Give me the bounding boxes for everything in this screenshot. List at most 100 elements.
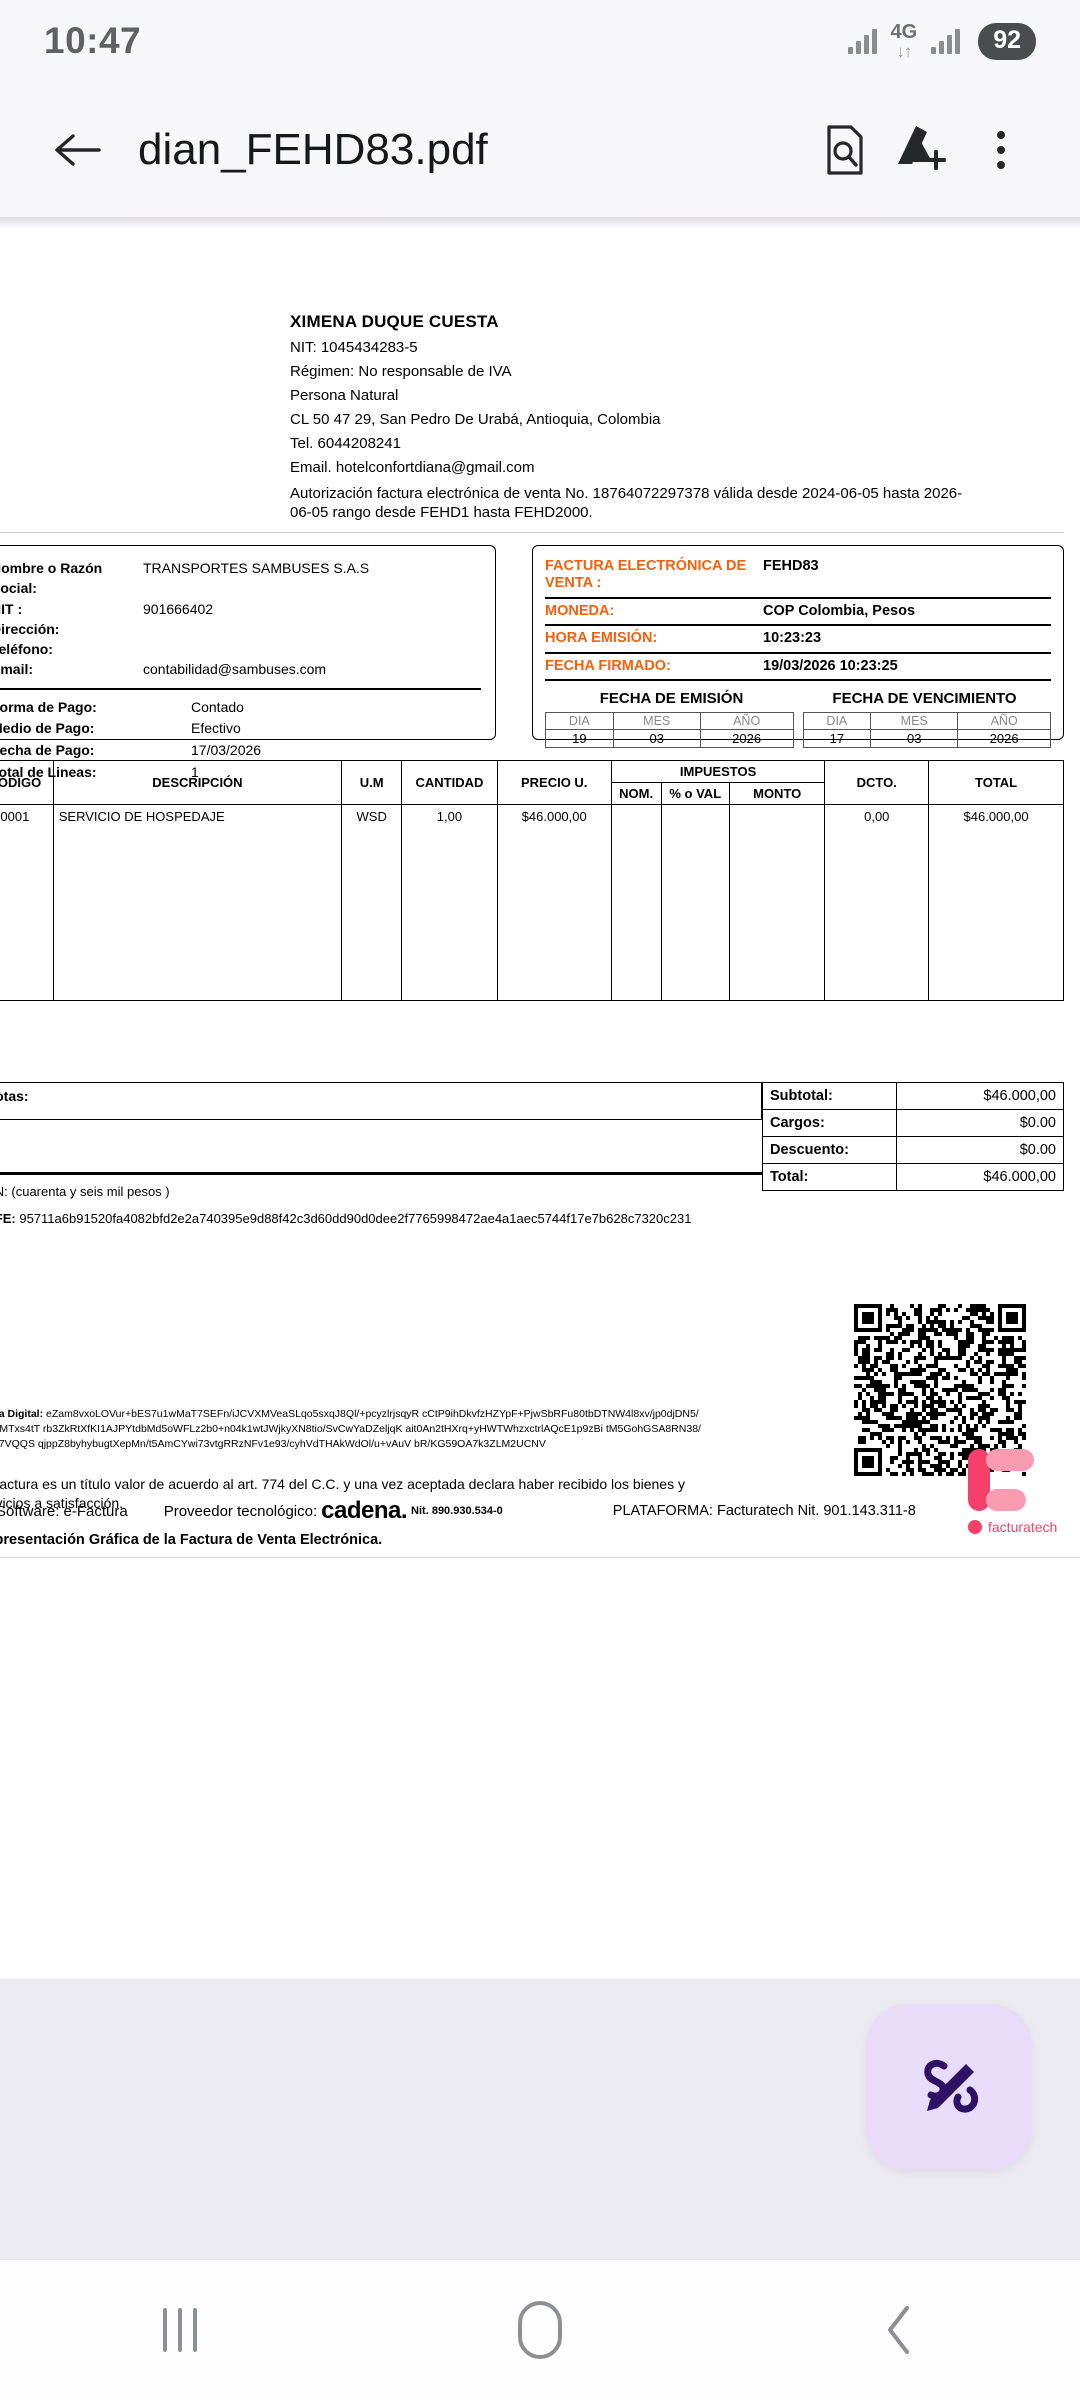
- th-precio: PRECIO U.: [496, 760, 612, 805]
- cell-nom: [610, 804, 662, 1001]
- field-label: Teléfono:: [0, 641, 53, 658]
- field-value: contabilidad@sambuses.com: [143, 661, 327, 678]
- field-value: 901666402: [143, 600, 214, 617]
- legal-note: La factura es un título valor de acuerdo…: [0, 1475, 685, 1511]
- recents-icon[interactable]: [105, 2260, 255, 2400]
- issuer-persona: Persona Natural: [290, 387, 399, 404]
- issuer-email: Email. hotelconfortdiana@gmail.com: [290, 459, 535, 476]
- table-header-row: CÓDIGO DESCRIPCIÓN U.M CANTIDAD PRECIO U…: [0, 760, 1064, 805]
- signature-label: Firma Digital:: [0, 1408, 44, 1420]
- facturatech-dot-icon: [968, 1520, 982, 1534]
- issuer-block: XIMENA DUQUE CUESTA NIT: 1045434283-5 Ré…: [290, 312, 990, 523]
- invoice-field: MONEDA: COP Colombia, Pesos: [545, 599, 1051, 627]
- customer-row: Teléfono:: [0, 639, 481, 659]
- notes-box: Notas:: [0, 1082, 762, 1120]
- field-label: Medio de Pago:: [0, 720, 95, 737]
- date-tables: DIA MES AÑO 19 03 2026 DIA M: [545, 711, 1051, 748]
- th-cantidad: CANTIDAD: [401, 760, 498, 805]
- field-value: [143, 619, 481, 639]
- facturatech-wordmark: facturatech: [968, 1519, 1057, 1535]
- emission-date-table: DIA MES AÑO 19 03 2026: [545, 711, 794, 748]
- home-icon[interactable]: [465, 2260, 615, 2400]
- payment-row: Medio de Pago: Efectivo: [0, 718, 481, 740]
- field-label: Forma de Pago:: [0, 698, 97, 715]
- nav-back-icon[interactable]: [825, 2260, 975, 2400]
- page-title: dian_FEHD83.pdf: [138, 124, 488, 174]
- network-4g-icon: 4G ↓↑: [890, 21, 918, 61]
- th-descripcion: DESCRIPCIÓN: [52, 760, 343, 805]
- status-icons: 4G ↓↑ 92: [847, 21, 1036, 61]
- graphic-representation-note: Representación Gráfica de la Factura de …: [0, 1532, 383, 1549]
- notes-column: Notas: SON: (cuarenta y seis mil pesos )…: [0, 1082, 762, 1228]
- app-bar: dian_FEHD83.pdf: [0, 82, 1080, 217]
- footer-provider-label: Proveedor tecnológico:: [163, 1502, 318, 1520]
- issuer-address: CL 50 47 29, San Pedro De Urabá, Antioqu…: [290, 411, 661, 428]
- cell-um: WSD: [341, 804, 403, 1001]
- field-label: FACTURA ELECTRÓNICA DE VENTA :: [545, 558, 747, 592]
- facturatech-mark-icon: [968, 1449, 1034, 1511]
- col-mes: MES: [870, 711, 959, 730]
- card-divider: [0, 687, 481, 690]
- col-dia: DIA: [545, 711, 614, 730]
- facturatech-text: facturatech: [988, 1519, 1058, 1535]
- emission-dia: 19: [545, 728, 614, 748]
- footer-divider: [0, 1557, 1080, 1558]
- signature-pen-icon[interactable]: [866, 2004, 1032, 2170]
- th-impuestos: IMPUESTOS: [610, 760, 826, 783]
- battery-icon: 92: [978, 22, 1036, 60]
- due-date-table: DIA MES AÑO 17 03 2026: [802, 711, 1051, 748]
- field-value: TRANSPORTES SAMBUSES S.A.S: [143, 560, 370, 576]
- due-ano: 2026: [957, 728, 1051, 748]
- field-value: Efectivo: [191, 720, 241, 737]
- invoice-field: FECHA FIRMADO: 19/03/2026 10:23:25: [545, 654, 1051, 681]
- signature-block: Firma Digital: eZam8vxoLOVur+bES7u1wMaT7…: [0, 1407, 706, 1551]
- pdf-page: XIMENA DUQUE CUESTA NIT: 1045434283-5 Ré…: [0, 227, 1080, 1979]
- document-footer: Software: e-Factura Proveedor tecnológic…: [0, 1497, 1080, 1525]
- cell-monto: [728, 804, 826, 1001]
- field-label: Email:: [0, 661, 34, 678]
- th-monto: MONTO: [728, 782, 826, 805]
- total-value: $0.00: [1019, 1142, 1056, 1158]
- customer-row: Email: contabilidad@sambuses.com: [0, 659, 481, 679]
- field-value: Contado: [191, 698, 244, 715]
- customer-row: Dirección:: [0, 619, 481, 639]
- invoice-field: HORA EMISIÓN: 10:23:23: [545, 626, 1051, 654]
- field-value: 10:23:23: [763, 630, 822, 647]
- digital-signature: Firma Digital: eZam8vxoLOVur+bES7u1wMaT7…: [0, 1407, 706, 1453]
- totals-section: Notas: SON: (cuarenta y seis mil pesos )…: [0, 1082, 1064, 1228]
- cadena-logo: cadena.: [321, 1497, 408, 1524]
- total-row: Subtotal: $46.000,00: [762, 1082, 1064, 1109]
- more-options-icon[interactable]: [962, 111, 1040, 189]
- payment-row: Fecha de Pago: 17/03/2026: [0, 740, 481, 762]
- issuer-tel: Tel. 6044208241: [290, 435, 401, 452]
- footer-platform: PLATAFORMA: Facturatech Nit. 901.143.311…: [612, 1503, 916, 1519]
- col-dia: DIA: [802, 711, 872, 730]
- signal-bars-icon-2: [931, 28, 961, 54]
- cell-total: $46.000,00: [928, 804, 1064, 1001]
- status-clock: 10:47: [44, 20, 142, 61]
- total-value: $46.000,00: [983, 1088, 1056, 1104]
- total-label: Cargos:: [763, 1110, 897, 1136]
- back-arrow-icon[interactable]: [40, 113, 114, 187]
- save-to-drive-icon[interactable]: [884, 111, 962, 189]
- field-label: Fecha de Pago:: [0, 742, 95, 759]
- document-search-icon[interactable]: [806, 111, 884, 189]
- customer-row: Nombre o Razón Social: TRANSPORTES SAMBU…: [0, 558, 481, 599]
- system-nav-bar: [0, 2260, 1080, 2400]
- invoice-card: FACTURA ELECTRÓNICA DE VENTA : FEHD83 MO…: [532, 545, 1064, 748]
- total-label: Descuento:: [763, 1137, 897, 1163]
- issuer-authorization: Autorización factura electrónica de vent…: [290, 485, 963, 521]
- emission-mes: 03: [612, 728, 701, 748]
- field-value: [143, 639, 481, 659]
- payment-row: Forma de Pago: Contado: [0, 697, 481, 719]
- customer-row: NIT : 901666402: [0, 599, 481, 619]
- issuer-regimen: Régimen: No responsable de IVA: [290, 363, 512, 380]
- pdf-viewer[interactable]: XIMENA DUQUE CUESTA NIT: 1045434283-5 Ré…: [0, 227, 1080, 1979]
- due-mes: 03: [870, 728, 959, 748]
- header-divider: [0, 532, 1064, 533]
- field-label: Nombre o Razón Social:: [0, 560, 103, 597]
- cufe-label: CUFE:: [0, 1210, 16, 1226]
- cell-dcto: 0,00: [824, 804, 930, 1001]
- total-row: Cargos: $0.00: [762, 1109, 1064, 1136]
- signature-value: eZam8vxoLOVur+bES7u1wMaT7SEFn/iJCVXMVeaS…: [0, 1408, 701, 1451]
